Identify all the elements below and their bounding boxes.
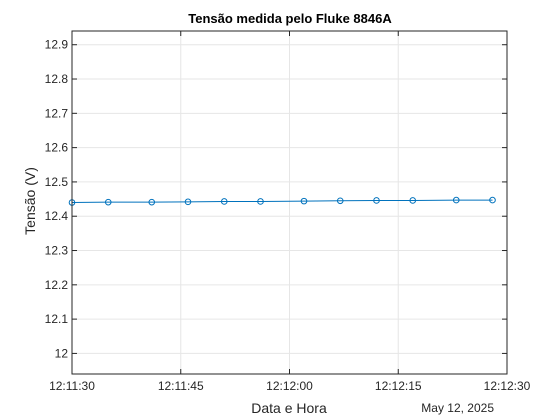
data-point — [148, 198, 156, 206]
data-point — [336, 197, 344, 205]
data-point — [104, 198, 112, 206]
y-tick-label: 12.9 — [45, 38, 69, 52]
series-layer — [68, 196, 496, 206]
y-tick-label: 12 — [55, 346, 69, 360]
axes-box — [71, 30, 508, 375]
x-secondary-label: May 12, 2025 — [421, 401, 494, 415]
data-point — [220, 198, 228, 205]
data-point — [300, 197, 308, 205]
y-tick-label: 12.8 — [45, 72, 69, 86]
x-tick-label: 12:12:30 — [484, 379, 531, 393]
y-tick-label: 12.6 — [45, 141, 69, 155]
y-tick-label: 12.4 — [45, 209, 69, 223]
data-point — [184, 198, 192, 206]
y-axis-label: Tensão (V) — [22, 167, 38, 235]
chart-text: Tensão medida pelo Fluke 8846A Data e Ho… — [22, 11, 531, 416]
x-axis-label: Data e Hora — [251, 400, 327, 416]
y-tick-label: 12.1 — [45, 312, 69, 326]
y-tick-label: 12.5 — [45, 175, 69, 189]
data-point — [489, 196, 496, 204]
x-tick-label: 12:12:00 — [266, 379, 313, 393]
chart-title: Tensão medida pelo Fluke 8846A — [188, 11, 392, 26]
data-point — [452, 196, 460, 204]
axes — [71, 30, 508, 375]
x-tick-label: 12:11:30 — [49, 379, 95, 393]
data-point — [409, 197, 417, 204]
series-line — [71, 199, 493, 203]
data-point — [257, 198, 264, 205]
x-tick-label: 12:11:45 — [158, 379, 204, 393]
y-tick-label: 12.7 — [45, 106, 69, 120]
y-tick-label: 12.2 — [45, 278, 69, 292]
data-point — [373, 197, 380, 204]
y-tick-label: 12.3 — [45, 244, 69, 258]
x-tick-label: 12:12:15 — [375, 379, 422, 393]
